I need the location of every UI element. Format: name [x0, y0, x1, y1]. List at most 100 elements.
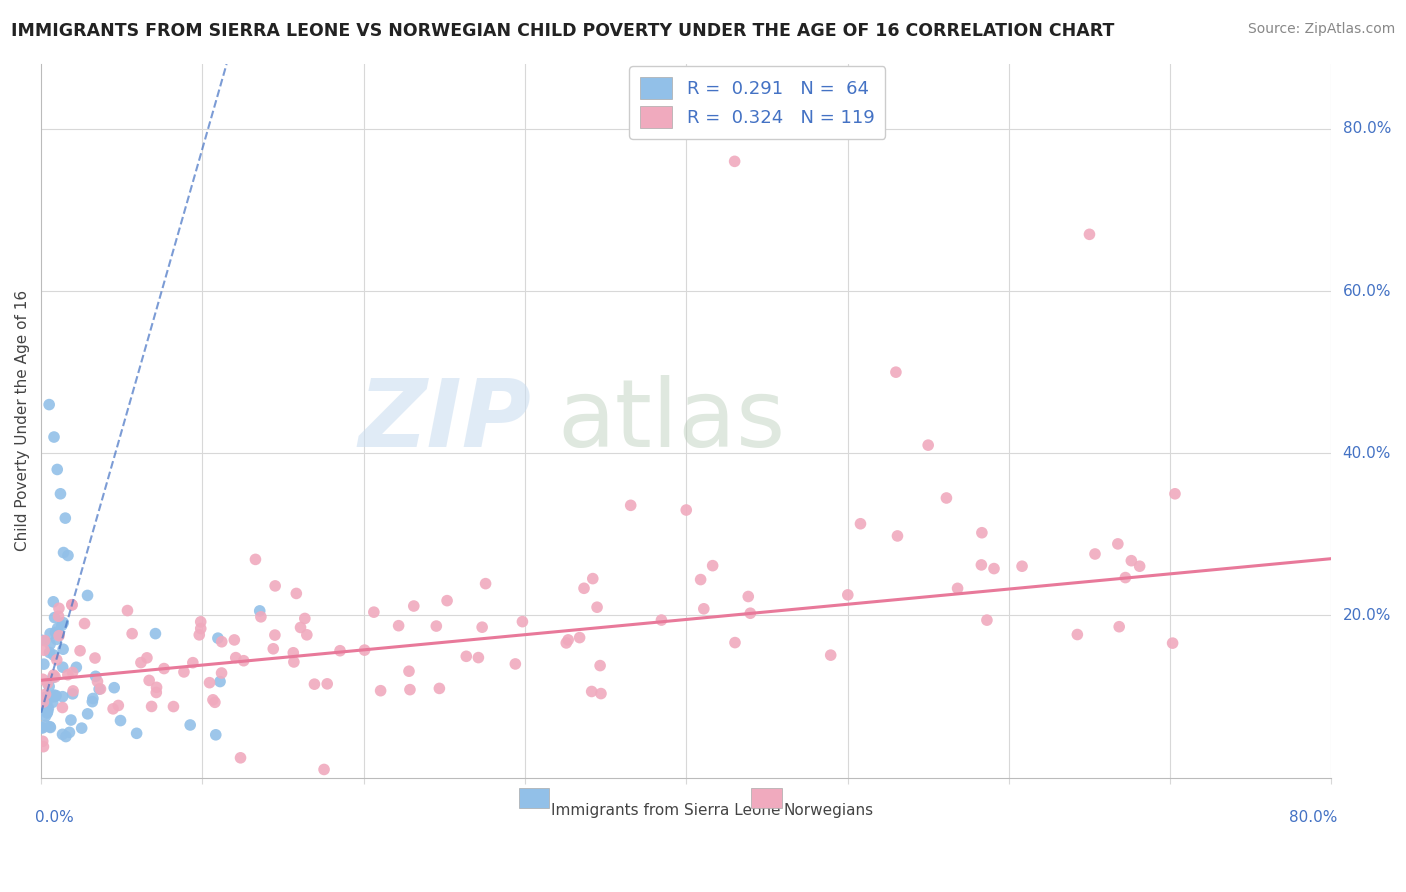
Point — [76, 706, 98, 721]
Point — [188, 628, 211, 642]
Point — [568, 631, 591, 645]
Point — [73, 616, 96, 631]
Point — [51, 618, 73, 632]
Point — [44, 670, 66, 684]
Point — [505, 657, 527, 671]
Point — [983, 561, 1005, 575]
Point — [32, 695, 55, 709]
Legend: R =  0.291   N =  64, R =  0.324   N = 119: R = 0.291 N = 64, R = 0.324 N = 119 — [628, 66, 886, 139]
Point — [34, 633, 56, 648]
Point — [153, 662, 176, 676]
Point — [56, 667, 79, 681]
Point — [42, 668, 65, 682]
Point — [1129, 559, 1152, 574]
Point — [283, 655, 305, 669]
Point — [52, 642, 75, 657]
Point — [46, 621, 69, 635]
Point — [52, 615, 75, 630]
Point — [42, 671, 65, 685]
Point — [38, 398, 60, 412]
Point — [211, 666, 233, 681]
Point — [970, 558, 993, 572]
Point — [884, 365, 907, 379]
Point — [37, 676, 59, 690]
Point — [39, 626, 62, 640]
Point — [44, 688, 66, 702]
Point — [179, 718, 201, 732]
Point — [44, 625, 66, 640]
Point — [69, 644, 91, 658]
Point — [425, 619, 447, 633]
Point — [204, 728, 226, 742]
Point — [32, 657, 55, 672]
Text: ZIP: ZIP — [359, 375, 531, 467]
Point — [224, 632, 246, 647]
Point — [76, 589, 98, 603]
Point — [82, 691, 104, 706]
Point — [32, 643, 55, 657]
Point — [37, 701, 59, 715]
Point — [312, 763, 335, 777]
Point — [52, 660, 75, 674]
Point — [849, 516, 872, 531]
Point — [976, 613, 998, 627]
Point — [65, 660, 87, 674]
Point — [62, 665, 84, 680]
Point — [35, 718, 58, 732]
Point — [316, 677, 339, 691]
Point — [201, 693, 224, 707]
Point — [45, 689, 67, 703]
Point — [1108, 620, 1130, 634]
Point — [84, 669, 107, 683]
Point — [363, 605, 385, 619]
Point — [107, 698, 129, 713]
Text: atlas: atlas — [557, 375, 786, 467]
Point — [329, 643, 352, 657]
Point — [264, 628, 287, 642]
Point — [620, 499, 643, 513]
Point — [190, 615, 212, 629]
Text: 0.0%: 0.0% — [35, 810, 73, 825]
Point — [1011, 559, 1033, 574]
Point — [38, 646, 60, 660]
Point — [935, 491, 957, 505]
Point — [190, 622, 212, 636]
Point — [34, 687, 56, 701]
Point — [31, 703, 53, 717]
Point — [245, 552, 267, 566]
Point — [589, 658, 612, 673]
Point — [304, 677, 326, 691]
Text: IMMIGRANTS FROM SIERRA LEONE VS NORWEGIAN CHILD POVERTY UNDER THE AGE OF 16 CORR: IMMIGRANTS FROM SIERRA LEONE VS NORWEGIA… — [11, 22, 1115, 40]
Point — [650, 613, 672, 627]
Point — [44, 610, 66, 624]
Point — [1066, 627, 1088, 641]
Point — [589, 687, 612, 701]
Point — [917, 438, 939, 452]
Point — [249, 604, 271, 618]
Point — [262, 641, 284, 656]
Point — [31, 734, 53, 748]
Text: 60.0%: 60.0% — [1343, 284, 1391, 299]
Point — [138, 673, 160, 688]
Text: Source: ZipAtlas.com: Source: ZipAtlas.com — [1247, 22, 1395, 37]
Point — [42, 695, 65, 709]
Point — [399, 682, 422, 697]
Point — [181, 656, 204, 670]
Point — [1164, 487, 1187, 501]
Point — [283, 646, 305, 660]
Point — [737, 590, 759, 604]
Text: 40.0%: 40.0% — [1343, 446, 1391, 461]
Point — [60, 598, 83, 612]
Point — [1078, 227, 1101, 242]
Point — [1114, 571, 1136, 585]
Point — [125, 726, 148, 740]
Point — [48, 609, 70, 624]
Point — [264, 579, 287, 593]
Text: 20.0%: 20.0% — [1343, 608, 1391, 623]
Point — [89, 681, 111, 696]
Point — [295, 628, 318, 642]
Point — [740, 606, 762, 620]
Point — [53, 511, 76, 525]
Point — [837, 588, 859, 602]
Point — [211, 634, 233, 648]
